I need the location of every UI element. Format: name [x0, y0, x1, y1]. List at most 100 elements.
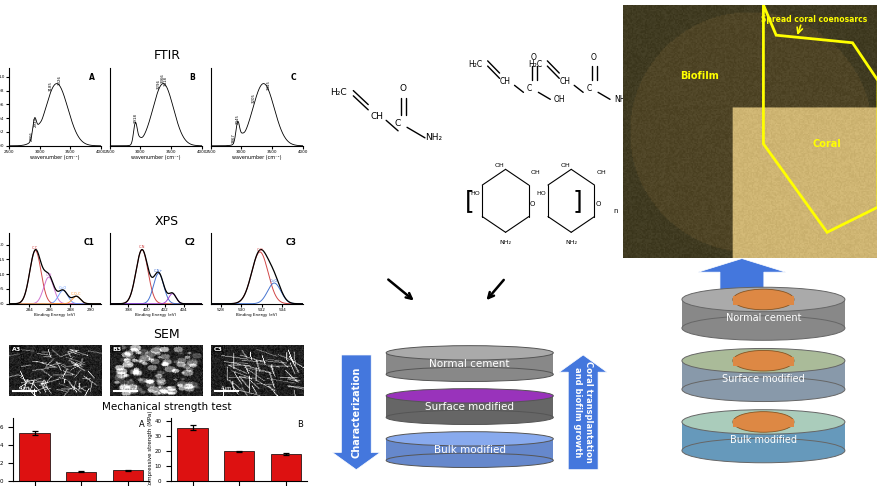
Bar	[386, 353, 553, 374]
Text: Coral transplantation
and biofilm growth: Coral transplantation and biofilm growth	[573, 362, 592, 463]
Text: 4μm: 4μm	[19, 386, 30, 391]
Text: Biofilm: Biofilm	[680, 70, 718, 81]
Text: NH₂: NH₂	[499, 240, 511, 245]
Text: OH: OH	[595, 170, 605, 175]
Text: Normal cement: Normal cement	[725, 313, 800, 323]
Text: HO: HO	[470, 191, 480, 196]
Text: CH: CH	[370, 112, 383, 122]
Bar	[112, 470, 143, 481]
Text: 4μm: 4μm	[120, 386, 131, 391]
Bar	[681, 299, 844, 328]
Text: 2945: 2945	[236, 115, 239, 124]
Text: XPS: XPS	[154, 215, 179, 227]
Text: Bulk modified: Bulk modified	[433, 445, 505, 454]
Text: C=O: C=O	[270, 279, 278, 283]
Bar	[681, 361, 844, 389]
Ellipse shape	[386, 453, 553, 468]
Text: Spread coral coenosarcs: Spread coral coenosarcs	[760, 15, 866, 24]
FancyArrow shape	[559, 355, 606, 469]
Text: NH₂: NH₂	[424, 133, 442, 142]
Text: C: C	[526, 85, 531, 93]
Text: Normal cement: Normal cement	[429, 359, 510, 368]
Text: CH: CH	[500, 77, 510, 87]
Text: n: n	[613, 208, 617, 214]
Text: OH: OH	[530, 170, 539, 175]
Text: O: O	[399, 85, 405, 93]
Text: 3205: 3205	[252, 94, 256, 104]
Bar	[224, 451, 254, 481]
Text: 3418: 3418	[164, 75, 168, 86]
Text: A3: A3	[11, 347, 21, 351]
Bar	[177, 428, 208, 481]
Text: A: A	[139, 420, 145, 429]
X-axis label: wavenumber (cm⁻¹): wavenumber (cm⁻¹)	[131, 156, 181, 160]
Text: A: A	[89, 73, 95, 83]
Bar	[19, 433, 50, 481]
Ellipse shape	[386, 389, 553, 403]
Ellipse shape	[681, 410, 844, 434]
Ellipse shape	[386, 367, 553, 382]
X-axis label: Binding Energy (eV): Binding Energy (eV)	[135, 313, 176, 317]
Ellipse shape	[681, 316, 844, 340]
Text: C1: C1	[83, 238, 95, 247]
Text: C-O-C: C-O-C	[71, 292, 82, 296]
Text: 2867: 2867	[231, 133, 235, 142]
Text: H₂C: H₂C	[528, 60, 542, 69]
Text: 3326: 3326	[58, 75, 61, 85]
Text: H₂C: H₂C	[468, 60, 482, 69]
Text: O: O	[595, 201, 600, 208]
Ellipse shape	[681, 438, 844, 463]
Bar	[66, 471, 96, 481]
Text: 4μm: 4μm	[221, 386, 232, 391]
X-axis label: wavenumber (cm⁻¹): wavenumber (cm⁻¹)	[232, 156, 282, 160]
Text: 3296: 3296	[156, 79, 160, 89]
Text: NH₂: NH₂	[614, 95, 629, 104]
Text: C-N: C-N	[46, 273, 52, 277]
Text: C: C	[395, 120, 401, 128]
Text: C-O: C-O	[256, 248, 263, 252]
Ellipse shape	[681, 377, 844, 401]
Text: C-N+: C-N+	[153, 269, 163, 273]
Text: O: O	[590, 53, 595, 62]
Bar	[732, 357, 793, 366]
Text: C2: C2	[184, 238, 196, 247]
Text: Surface modified: Surface modified	[721, 374, 804, 384]
Ellipse shape	[732, 289, 793, 310]
Text: B: B	[189, 73, 196, 83]
Bar	[386, 396, 553, 417]
Text: C3: C3	[285, 238, 296, 247]
Text: 3366: 3366	[160, 73, 165, 83]
Text: OH: OH	[494, 163, 504, 168]
Text: B3: B3	[112, 347, 122, 351]
Bar	[732, 418, 793, 427]
Text: B: B	[297, 420, 303, 429]
Bar	[270, 454, 301, 481]
Ellipse shape	[386, 432, 553, 446]
Text: CH: CH	[560, 77, 570, 87]
Text: HO: HO	[536, 191, 545, 196]
Text: C: C	[290, 73, 296, 83]
Bar	[386, 439, 553, 460]
Text: O: O	[531, 53, 536, 62]
Text: O: O	[529, 201, 534, 208]
Text: SEM: SEM	[153, 328, 180, 341]
Text: C-C: C-C	[32, 246, 39, 250]
X-axis label: wavenumber (cm⁻¹): wavenumber (cm⁻¹)	[30, 156, 80, 160]
Text: C-N: C-N	[139, 245, 145, 249]
Ellipse shape	[681, 287, 844, 312]
Ellipse shape	[732, 412, 793, 432]
Y-axis label: Compressive strength (MPa): Compressive strength (MPa)	[148, 411, 153, 486]
Text: C3: C3	[213, 347, 222, 351]
Text: C=O: C=O	[59, 286, 67, 290]
Text: C: C	[586, 85, 591, 93]
Text: Mechanical strength test: Mechanical strength test	[102, 402, 232, 412]
Text: H₂C: H₂C	[330, 88, 346, 97]
Ellipse shape	[732, 350, 793, 371]
Text: 2933: 2933	[33, 118, 38, 127]
Text: FTIR: FTIR	[153, 50, 180, 62]
Bar	[681, 422, 844, 451]
Text: 2866: 2866	[29, 132, 33, 141]
Ellipse shape	[386, 410, 553, 424]
Ellipse shape	[386, 346, 553, 360]
Text: 2918: 2918	[133, 113, 138, 123]
